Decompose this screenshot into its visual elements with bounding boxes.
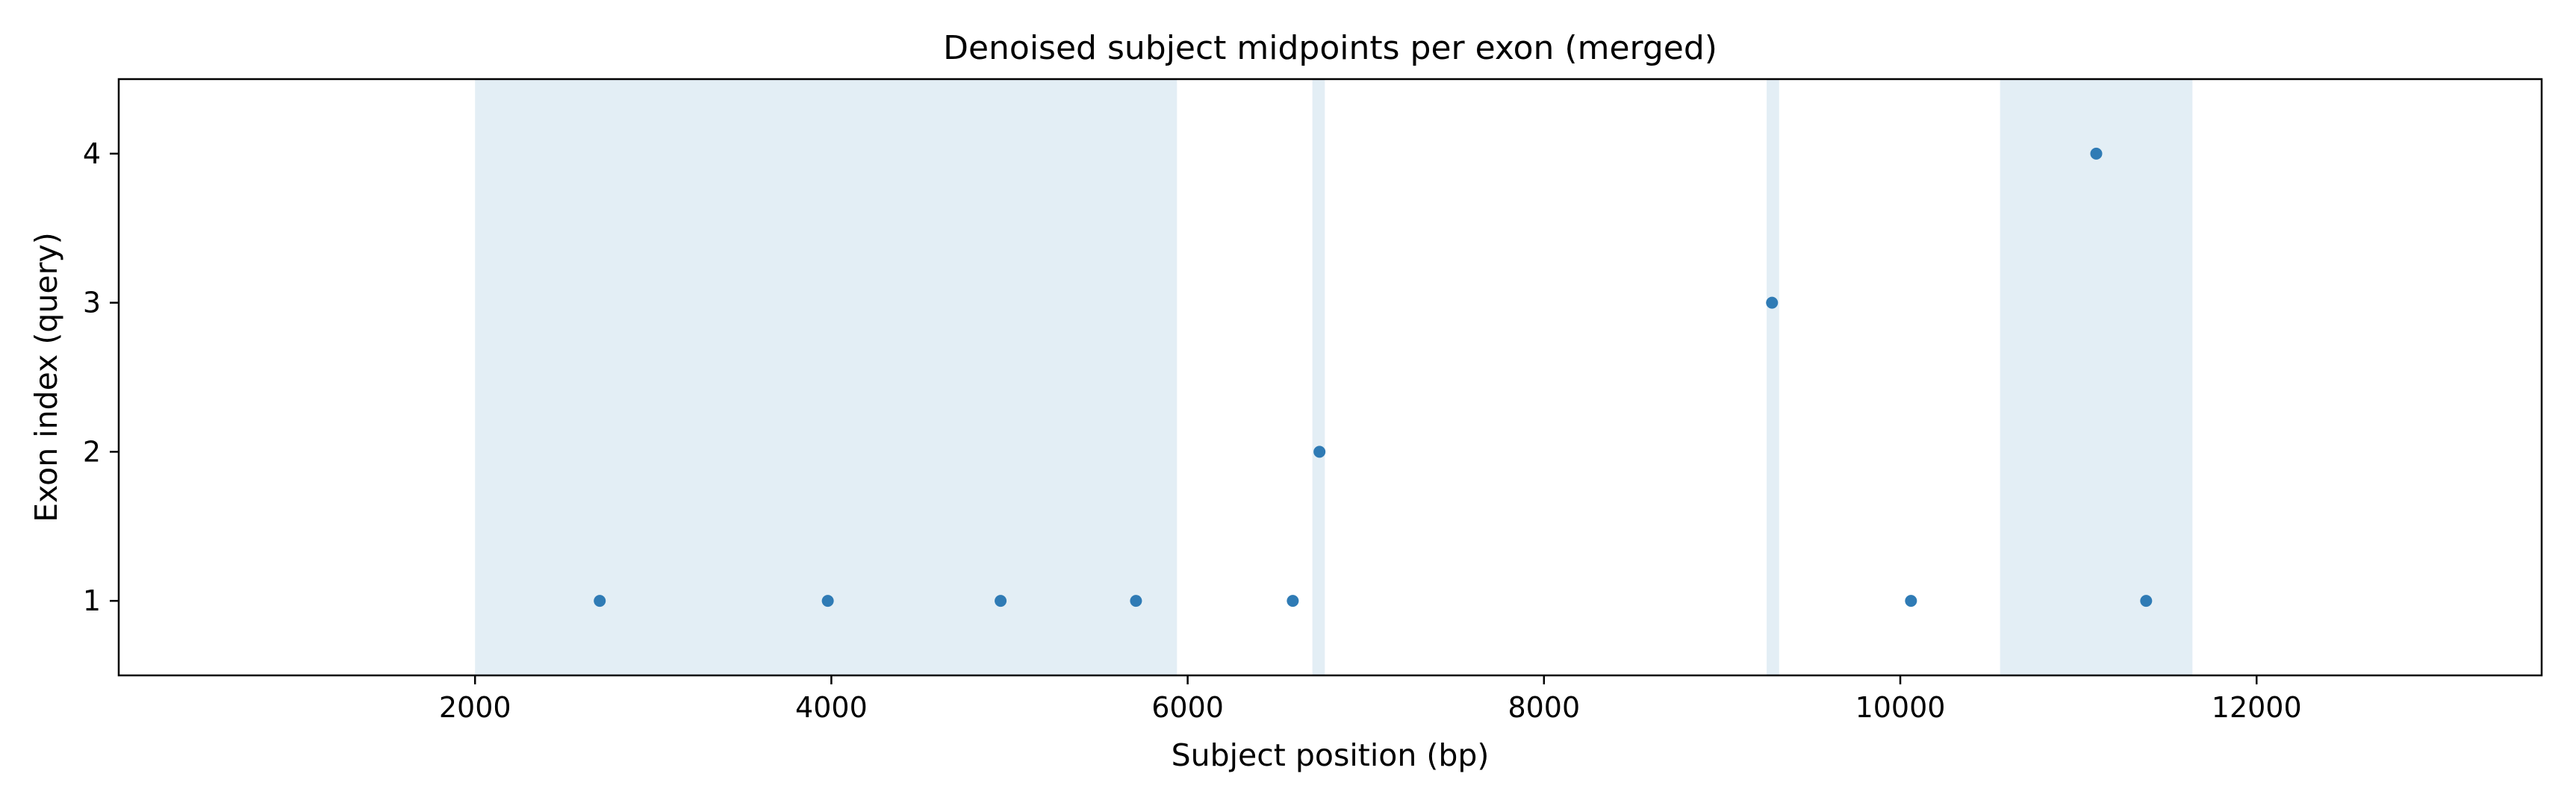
data-point (1313, 446, 1326, 458)
y-tick-label: 3 (83, 287, 101, 319)
data-points (594, 147, 2153, 607)
x-tick-label: 12000 (2212, 691, 2302, 724)
data-point (1287, 595, 1299, 607)
x-axis-ticks: 2000 4000 6000 8000 10000 12000 (439, 675, 2302, 724)
shaded-region-3 (2000, 79, 2193, 675)
plot-frame (117, 78, 2543, 677)
y-tick-label: 2 (83, 435, 101, 468)
data-point (2090, 147, 2103, 160)
shaded-region-1 (1312, 79, 1325, 675)
chart-title: Denoised subject midpoints per exon (mer… (943, 29, 1717, 67)
x-tick-label: 8000 (1508, 691, 1580, 724)
data-point (1130, 595, 1142, 607)
x-tick-label: 10000 (1855, 691, 1946, 724)
shaded-region-0 (475, 79, 1177, 675)
data-point (594, 595, 606, 607)
shaded-regions (475, 79, 2193, 675)
data-point (821, 595, 834, 607)
x-tick-label: 6000 (1151, 691, 1224, 724)
x-tick-label: 2000 (439, 691, 511, 724)
data-point (995, 595, 1007, 607)
y-tick-label: 1 (83, 584, 101, 617)
data-point (1766, 296, 1779, 309)
y-tick-label: 4 (83, 137, 101, 170)
data-point (2140, 595, 2153, 607)
x-tick-label: 4000 (795, 691, 868, 724)
shaded-region-2 (1767, 79, 1779, 675)
x-axis-label: Subject position (bp) (1172, 737, 1490, 773)
data-point (1905, 595, 1917, 607)
y-axis-ticks: 1 2 3 4 (83, 137, 119, 617)
y-axis-label: Exon index (query) (28, 232, 64, 522)
